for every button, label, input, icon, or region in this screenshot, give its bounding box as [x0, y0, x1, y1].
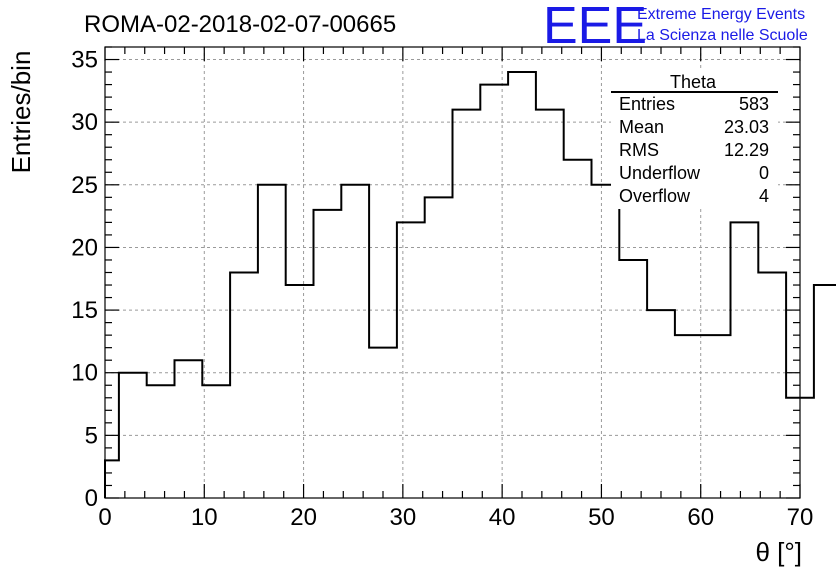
- logo-line-2: La Scienza nelle Scuole: [637, 27, 808, 44]
- histogram-bin: [161, 385, 175, 498]
- histogram-bin: [466, 110, 480, 498]
- x-tick-label: 0: [98, 504, 111, 531]
- stats-label: RMS: [619, 140, 659, 160]
- histogram-bin: [397, 222, 411, 498]
- x-tick-label: 60: [687, 504, 714, 531]
- histogram-bin: [105, 460, 119, 498]
- histogram-bin: [425, 197, 439, 498]
- stats-value: 12.29: [724, 140, 769, 160]
- histogram-bin: [494, 85, 508, 498]
- stats-value: 4: [759, 186, 769, 206]
- stats-label: Entries: [619, 94, 675, 114]
- histogram-bin: [453, 110, 467, 498]
- histogram-bin: [564, 160, 578, 498]
- x-tick-label: 50: [588, 504, 615, 531]
- histogram-bin: [314, 210, 328, 498]
- y-tick-label: 15: [71, 297, 98, 324]
- histogram-bin: [550, 110, 564, 498]
- axis-ticks: [104, 46, 801, 499]
- y-tick-label: 30: [71, 109, 98, 136]
- histogram-bin: [828, 285, 836, 498]
- histogram-bin: [216, 385, 230, 498]
- x-axis-label: θ [°]: [755, 537, 802, 567]
- histogram-bin: [258, 185, 272, 498]
- histogram-bin: [383, 348, 397, 498]
- stats-value: 583: [739, 94, 769, 114]
- histogram-outline: [104, 71, 836, 498]
- y-tick-labels: 0 5 10 15 20 25 30 35: [71, 47, 98, 512]
- y-tick-label: 5: [85, 422, 98, 449]
- stats-label: Mean: [619, 117, 664, 137]
- histogram-bin: [731, 222, 745, 498]
- stats-box: Theta Entries 583 Mean 23.03 RMS 12.29 Underfl…: [611, 68, 778, 209]
- y-tick-label: 20: [71, 234, 98, 261]
- histogram-bin: [744, 222, 758, 498]
- x-tick-label: 30: [390, 504, 417, 531]
- y-tick-label: 25: [71, 172, 98, 199]
- logo-line-1: Extreme Energy Events: [637, 6, 805, 23]
- stats-title: Theta: [670, 72, 717, 92]
- x-tick-label: 20: [290, 504, 317, 531]
- histogram-bin: [536, 110, 550, 498]
- x-tick-label: 10: [191, 504, 218, 531]
- histogram-bin: [717, 335, 731, 498]
- x-tick-label: 40: [489, 504, 516, 531]
- y-tick-label: 10: [71, 360, 98, 387]
- histogram-bin: [300, 285, 314, 498]
- histogram-bin: [647, 310, 661, 498]
- histogram-bin: [439, 197, 453, 498]
- histogram-bin: [188, 360, 202, 498]
- histogram-bin: [619, 260, 633, 498]
- histogram-bin: [272, 185, 286, 498]
- histogram-bin: [578, 160, 592, 498]
- histogram-bin: [133, 373, 147, 498]
- histogram-bin: [286, 285, 300, 498]
- histogram-bin: [175, 360, 189, 498]
- histogram-bin: [814, 285, 828, 498]
- histogram-bin: [633, 260, 647, 498]
- eee-logo: EEE Extreme Energy Events La Scienza nel…: [543, 0, 808, 55]
- y-tick-label: 0: [85, 485, 98, 512]
- stats-label: Underflow: [619, 163, 701, 183]
- histogram-bin: [758, 273, 772, 499]
- histogram-bin: [230, 273, 244, 499]
- histogram-bin: [800, 398, 814, 498]
- histogram-bin: [411, 222, 425, 498]
- histogram-bin: [661, 310, 675, 498]
- histogram-bin: [508, 72, 522, 498]
- histogram-bin: [772, 273, 786, 499]
- histogram-bin: [369, 348, 383, 498]
- y-tick-label: 35: [71, 47, 98, 74]
- x-tick-labels: 0 10 20 30 40 50 60 70: [98, 504, 813, 531]
- histogram-bin: [522, 72, 536, 498]
- histogram-bin: [341, 185, 355, 498]
- histogram-bin: [480, 85, 494, 498]
- histogram-bin: [605, 185, 619, 498]
- histogram-bin: [675, 335, 689, 498]
- y-axis-label: Entries/bin: [6, 51, 36, 174]
- stats-label: Overflow: [619, 186, 691, 206]
- grid: [105, 47, 800, 498]
- histogram-bars: [104, 71, 836, 499]
- eee-logo-icon: EEE: [543, 0, 647, 55]
- stats-value: 0: [759, 163, 769, 183]
- histogram-bin: [703, 335, 717, 498]
- histogram-bin: [244, 273, 258, 499]
- histogram-bin: [592, 185, 606, 498]
- stats-value: 23.03: [724, 117, 769, 137]
- histogram-bin: [327, 210, 341, 498]
- x-tick-label: 70: [787, 504, 814, 531]
- histogram-bin: [355, 185, 369, 498]
- chart-title: ROMA-02-2018-02-07-00665: [84, 11, 396, 38]
- histogram-bin: [147, 385, 161, 498]
